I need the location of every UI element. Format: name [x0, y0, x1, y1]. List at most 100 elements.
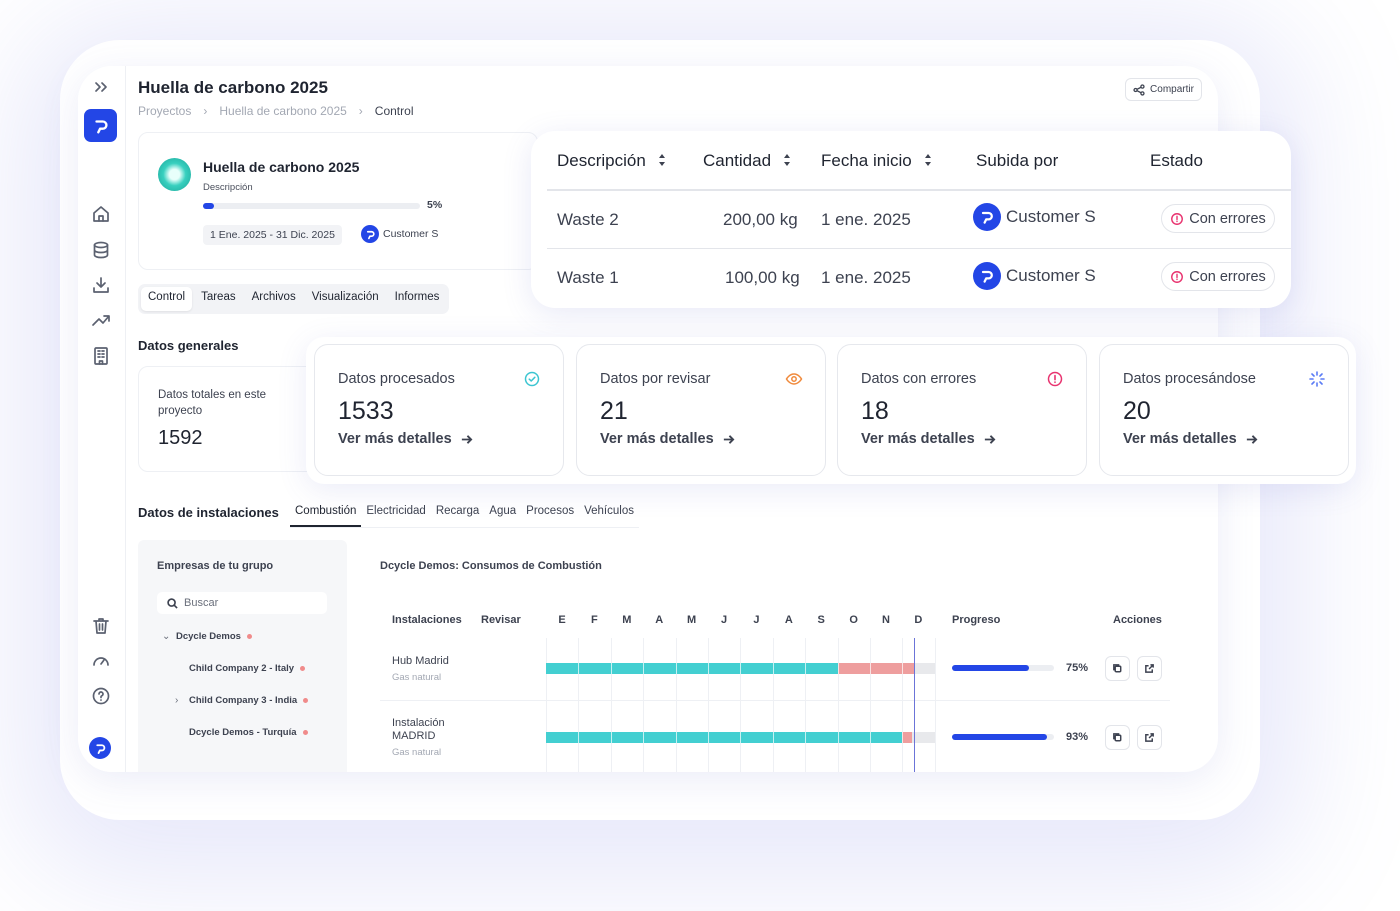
app-logo[interactable]: [84, 109, 117, 142]
check-circle-icon: [524, 371, 540, 387]
gantt-month-separator: [772, 663, 774, 674]
stat-details-link[interactable]: Ver más detalles: [861, 431, 996, 447]
installation-name[interactable]: Instalación MADRID: [392, 717, 445, 742]
month-gridline: [675, 638, 677, 772]
stat-label: Datos procesándose: [1123, 371, 1256, 387]
sort-icon[interactable]: [924, 151, 932, 171]
main-tabs: Control Tareas Archivos Visualización In…: [138, 284, 450, 314]
col-header-fecha-inicio[interactable]: Fecha inicio: [821, 151, 932, 171]
stat-value: 18: [861, 397, 889, 425]
help-icon[interactable]: [90, 685, 112, 707]
sort-icon[interactable]: [783, 151, 791, 171]
combustion-chart-title: Dcycle Demos: Consumos de Combustión: [380, 560, 602, 572]
progress-fill: [952, 665, 1029, 671]
status-badge[interactable]: Con errores: [1161, 262, 1275, 291]
tab-combustion[interactable]: Combustión: [290, 502, 362, 527]
month-gridline: [837, 638, 839, 772]
tab-electricidad[interactable]: Electricidad: [366, 505, 426, 517]
share-label: Compartir: [1150, 84, 1194, 95]
breadcrumb-item-projects[interactable]: Proyectos: [138, 104, 192, 118]
tab-archivos[interactable]: Archivos: [251, 291, 296, 303]
alert-circle-icon: [1047, 371, 1063, 387]
expand-sidebar-icon[interactable]: [90, 76, 112, 98]
installations-title: Datos de instalaciones: [138, 505, 279, 520]
open-external-button[interactable]: [1137, 725, 1162, 750]
open-external-button[interactable]: [1137, 656, 1162, 681]
stat-card-procesados[interactable]: Datos procesados 1533 Ver más detalles: [314, 344, 564, 476]
tab-visualizacion[interactable]: Visualización: [311, 291, 379, 303]
breadcrumb-item-current: Control: [374, 104, 414, 118]
col-header-acciones: Acciones: [1113, 614, 1162, 626]
month-header: J: [753, 614, 760, 626]
sort-icon[interactable]: [658, 151, 666, 171]
search-icon: [167, 597, 178, 609]
stat-card-por-revisar[interactable]: Datos por revisar 21 Ver más detalles: [576, 344, 826, 476]
tree-item-child-italy[interactable]: Child Company 2 - Italy: [189, 663, 306, 674]
chevron-right-icon[interactable]: ›: [175, 695, 179, 706]
stat-details-link[interactable]: Ver más detalles: [600, 431, 735, 447]
tab-informes[interactable]: Informes: [394, 291, 440, 303]
tree-item-turquia[interactable]: Dcycle Demos - Turquía: [189, 727, 308, 738]
tab-tareas[interactable]: Tareas: [201, 291, 236, 303]
user-avatar[interactable]: [89, 737, 111, 759]
installation-tabs: Combustión Electricidad Recarga Agua Pro…: [290, 502, 639, 528]
progress-bar: [952, 734, 1054, 740]
tree-item-dcycle-demos[interactable]: ⌄ Dcycle Demos: [162, 631, 252, 642]
status-dot: [303, 698, 309, 703]
building-icon[interactable]: [90, 345, 112, 367]
trending-up-icon[interactable]: [90, 309, 112, 331]
total-data-value: 1592: [158, 427, 203, 449]
cell-fecha: 1 ene. 2025: [821, 268, 911, 287]
status-dot: [302, 730, 308, 735]
tab-agua[interactable]: Agua: [489, 505, 517, 517]
col-header-label: Descripción: [557, 151, 646, 170]
tab-recarga[interactable]: Recarga: [435, 505, 480, 517]
status-badge[interactable]: Con errores: [1161, 204, 1275, 233]
general-data-title: Datos generales: [138, 338, 239, 353]
breadcrumb-item-project[interactable]: Huella de carbono 2025: [219, 104, 347, 118]
gantt-month-separator: [902, 732, 904, 743]
gantt-bar[interactable]: [546, 732, 935, 743]
month-gridline: [934, 638, 936, 772]
col-header-cantidad[interactable]: Cantidad: [703, 151, 791, 171]
copy-button[interactable]: [1105, 725, 1130, 750]
database-icon[interactable]: [90, 239, 112, 261]
month-gridline: [805, 638, 807, 772]
month-gridline: [643, 638, 645, 772]
gantt-bar[interactable]: [546, 663, 935, 674]
copy-icon: [1113, 733, 1122, 742]
home-icon[interactable]: [90, 203, 112, 225]
chevron-down-icon[interactable]: ⌄: [162, 631, 171, 642]
tab-control[interactable]: Control: [141, 287, 193, 311]
copy-button[interactable]: [1105, 656, 1130, 681]
col-header-descripcion[interactable]: Descripción: [557, 151, 666, 171]
status-label: Con errores: [1189, 210, 1266, 227]
gantt-month-separator: [643, 663, 645, 674]
tree-item-label: Child Company 3 - India: [189, 695, 298, 706]
tab-procesos[interactable]: Procesos: [526, 505, 575, 517]
month-gridline: [740, 638, 742, 772]
group-search-input[interactable]: Buscar: [157, 592, 327, 614]
stat-card-procesandose[interactable]: Datos procesándose 20 Ver más detalles: [1099, 344, 1349, 476]
gantt-ok-segment: [546, 732, 903, 743]
table-row-divider: [547, 248, 1291, 249]
month-gridline: [546, 638, 547, 772]
uploader-name: Customer S: [1006, 266, 1096, 285]
installation-name[interactable]: Hub Madrid: [392, 655, 449, 667]
stat-details-link[interactable]: Ver más detalles: [338, 431, 473, 447]
gantt-month-separator: [610, 663, 612, 674]
page-title: Huella de carbono 2025: [138, 78, 328, 97]
tab-vehiculos[interactable]: Vehículos: [584, 505, 634, 517]
stat-details-link[interactable]: Ver más detalles: [1123, 431, 1258, 447]
tree-item-child-india[interactable]: › Child Company 3 - India: [175, 695, 309, 706]
status-label: Con errores: [1189, 268, 1266, 285]
uploads-table-card: Descripción Cantidad Fecha inicio Subida…: [531, 131, 1291, 308]
gauge-icon[interactable]: [90, 650, 112, 672]
share-button[interactable]: Compartir: [1125, 78, 1202, 101]
download-icon[interactable]: [90, 274, 112, 296]
group-title: Empresas de tu grupo: [157, 560, 274, 572]
trash-icon[interactable]: [90, 615, 112, 637]
external-link-icon: [1145, 664, 1154, 673]
stat-card-con-errores[interactable]: Datos con errores 18 Ver más detalles: [837, 344, 1087, 476]
cell-subida-por: Customer S: [973, 262, 1096, 290]
